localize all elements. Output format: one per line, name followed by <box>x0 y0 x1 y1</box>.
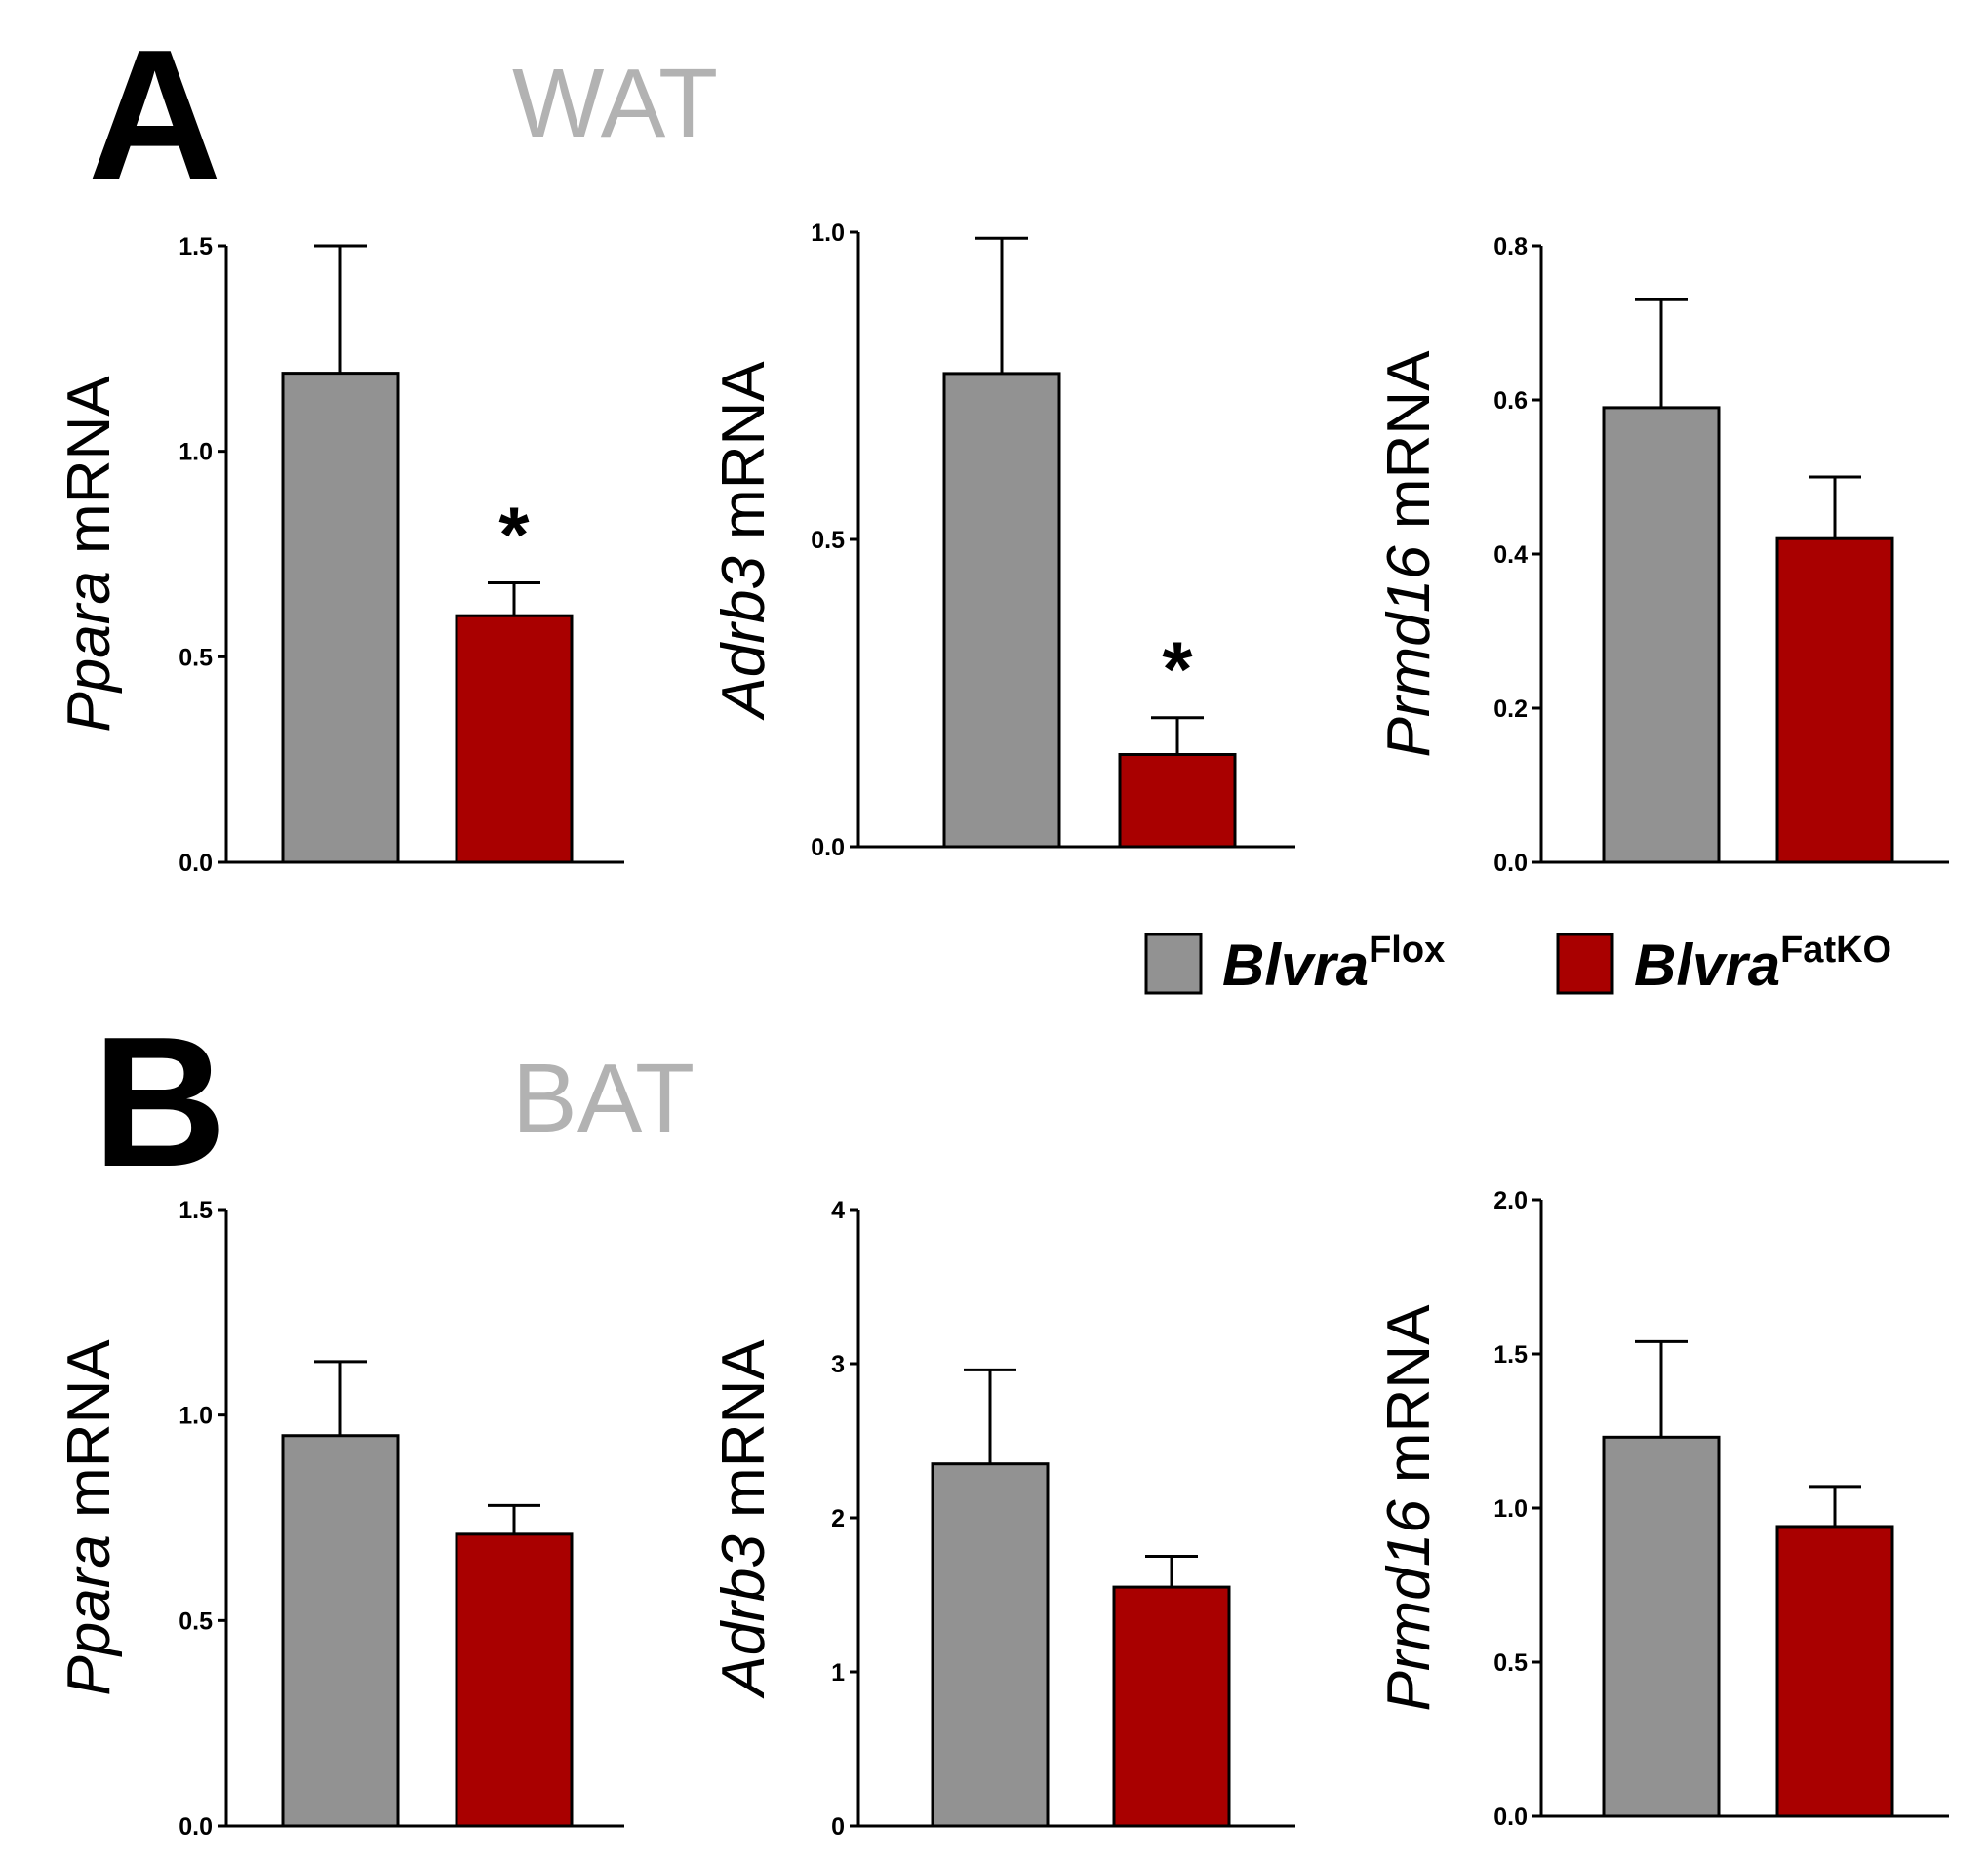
legend-label-flox: BlvraFlox <box>1222 930 1445 998</box>
y-tick-label: 0.4 <box>1493 541 1528 569</box>
bar-flox <box>1602 406 1721 864</box>
chart-wat-ppara: 0.0 0.5 1.0 1.5 Ppara mRNA * <box>56 233 624 877</box>
panel-title-bat: BAT <box>512 1044 695 1153</box>
chart-wat-prmd16: 0.0 0.2 0.4 0.6 0.8 Prmd16 mRNA <box>1375 233 1949 877</box>
legend: BlvraFlox BlvraFatKO <box>1144 930 1891 998</box>
legend-swatch-fatko <box>1556 933 1614 995</box>
y-tick-label: 1.5 <box>179 1197 213 1224</box>
significance-marker: * <box>1162 626 1193 713</box>
chart-bat-adrb3: 0 1 2 3 4 Adrb3 mRNA <box>710 1197 1295 1841</box>
y-tick-label: 2 <box>831 1505 845 1532</box>
y-tick-label: 0.0 <box>179 1813 213 1841</box>
y-tick-label: 1.0 <box>179 1403 213 1430</box>
y-tick-label: 0.5 <box>1493 1649 1528 1677</box>
panel-title-wat: WAT <box>512 49 718 158</box>
y-axis-label: Prmd16 mRNA <box>1375 1304 1443 1712</box>
bar-fatko <box>1775 536 1894 864</box>
y-tick-label: 4 <box>831 1197 845 1224</box>
panel-letter-b: B <box>93 999 226 1206</box>
panel-letter-a: A <box>88 12 221 218</box>
y-tick-label: 1 <box>831 1659 845 1687</box>
chart-bat-ppara: 0.0 0.5 1.0 1.5 Ppara mRNA <box>56 1197 624 1841</box>
y-tick-label: 0.0 <box>179 850 213 877</box>
y-axis-label: Ppara mRNA <box>56 1339 123 1696</box>
bar-flox <box>281 1434 400 1828</box>
bar-fatko <box>455 614 574 864</box>
y-tick-label: 0.6 <box>1493 387 1528 415</box>
bar-fatko <box>1118 753 1237 849</box>
y-tick-label: 1.0 <box>811 219 845 247</box>
y-tick-label: 0 <box>831 1813 845 1841</box>
y-tick-label: 3 <box>831 1351 845 1378</box>
bar-fatko <box>1112 1585 1231 1828</box>
y-tick-label: 0.5 <box>179 644 213 671</box>
chart-bat-prmd16: 0.0 0.5 1.0 1.5 2.0 Prmd16 mRNA <box>1375 1187 1949 1831</box>
y-tick-label: 2.0 <box>1493 1187 1528 1214</box>
y-tick-label: 0.5 <box>811 527 845 554</box>
legend-label-fatko: BlvraFatKO <box>1634 930 1891 998</box>
chart-wat-adrb3: 0.0 0.5 1.0 Adrb3 mRNA * <box>710 219 1295 861</box>
significance-marker: * <box>498 491 530 577</box>
y-tick-label: 0.0 <box>1493 850 1528 877</box>
y-tick-label: 0.8 <box>1493 233 1528 260</box>
y-axis-label: Adrb3 mRNA <box>710 361 777 722</box>
y-axis-label: Ppara mRNA <box>56 376 123 733</box>
bar-flox <box>931 1462 1050 1828</box>
y-tick-label: 0.2 <box>1493 695 1528 723</box>
y-tick-label: 0.5 <box>179 1608 213 1635</box>
y-tick-label: 0.0 <box>811 834 845 861</box>
y-tick-label: 1.0 <box>179 439 213 466</box>
bar-flox <box>1602 1435 1721 1818</box>
bar-fatko <box>1775 1525 1894 1818</box>
y-tick-label: 1.5 <box>179 233 213 260</box>
y-axis-label: Adrb3 mRNA <box>710 1339 777 1700</box>
bar-fatko <box>455 1532 574 1828</box>
y-tick-label: 0.0 <box>1493 1804 1528 1831</box>
charts: 0.0 0.5 1.0 1.5 Ppara mRNA * 0.0 0.5 1.0 Adrb3 mR… <box>56 219 1949 1841</box>
y-tick-label: 1.0 <box>1493 1495 1528 1523</box>
bar-flox <box>281 372 400 864</box>
y-tick-label: 1.5 <box>1493 1341 1528 1369</box>
legend-swatch-flox <box>1144 933 1203 995</box>
y-axis-label: Prmd16 mRNA <box>1375 350 1443 758</box>
bar-flox <box>942 372 1061 849</box>
